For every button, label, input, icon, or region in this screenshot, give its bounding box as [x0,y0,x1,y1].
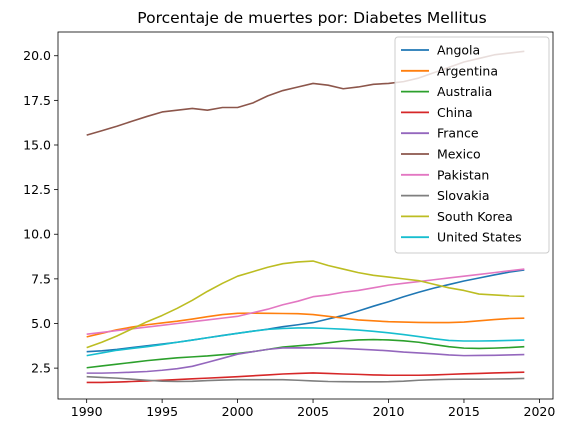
y-tick-label: 5.0 [31,316,51,331]
y-tick-label: 15.0 [23,137,51,152]
y-tick-label: 20.0 [23,48,51,63]
legend-label: Argentina [437,63,498,78]
x-tick-label: 1995 [146,404,178,419]
y-axis: 2.5 5.0 7.5 10.0 12.5 15.0 17.5 20.0 [23,48,58,376]
y-tick-label: 2.5 [31,361,51,376]
legend-label: South Korea [437,209,513,224]
legend-label: United States [437,230,522,245]
y-tick-label: 7.5 [31,271,51,286]
legend-box [394,36,550,254]
x-tick-label: 2005 [297,404,329,419]
x-tick-label: 2010 [373,404,405,419]
x-tick-label: 2015 [448,404,480,419]
x-tick-label: 2000 [222,404,254,419]
x-axis: 1990 1995 2000 2005 2010 2015 2020 [71,399,556,419]
x-tick-label: 1990 [71,404,103,419]
series-line-france [86,346,525,374]
y-tick-label: 17.5 [23,93,51,108]
series-line-united-states [86,327,525,357]
series-line-australia [86,338,525,369]
series-line-argentina [86,312,525,338]
legend-label: Mexico [437,147,481,162]
series-line-south-korea [86,260,525,349]
series-line-slovakia [86,375,525,383]
legend-label: China [437,105,473,120]
series-line-pakistan [86,268,525,335]
legend: Angola Argentina Australia China France Mexic… [394,36,550,254]
y-tick-label: 12.5 [23,182,51,197]
series-lines [86,50,525,384]
x-tick-label: 2020 [524,404,556,419]
y-tick-label: 10.0 [23,227,51,242]
legend-label: France [437,126,479,141]
legend-label: Pakistan [437,167,489,182]
legend-label: Angola [437,43,480,58]
legend-label: Slovakia [437,188,489,203]
chart-title: Porcentaje de muertes por: Diabetes Mell… [137,9,486,27]
legend-label: Australia [437,84,492,99]
